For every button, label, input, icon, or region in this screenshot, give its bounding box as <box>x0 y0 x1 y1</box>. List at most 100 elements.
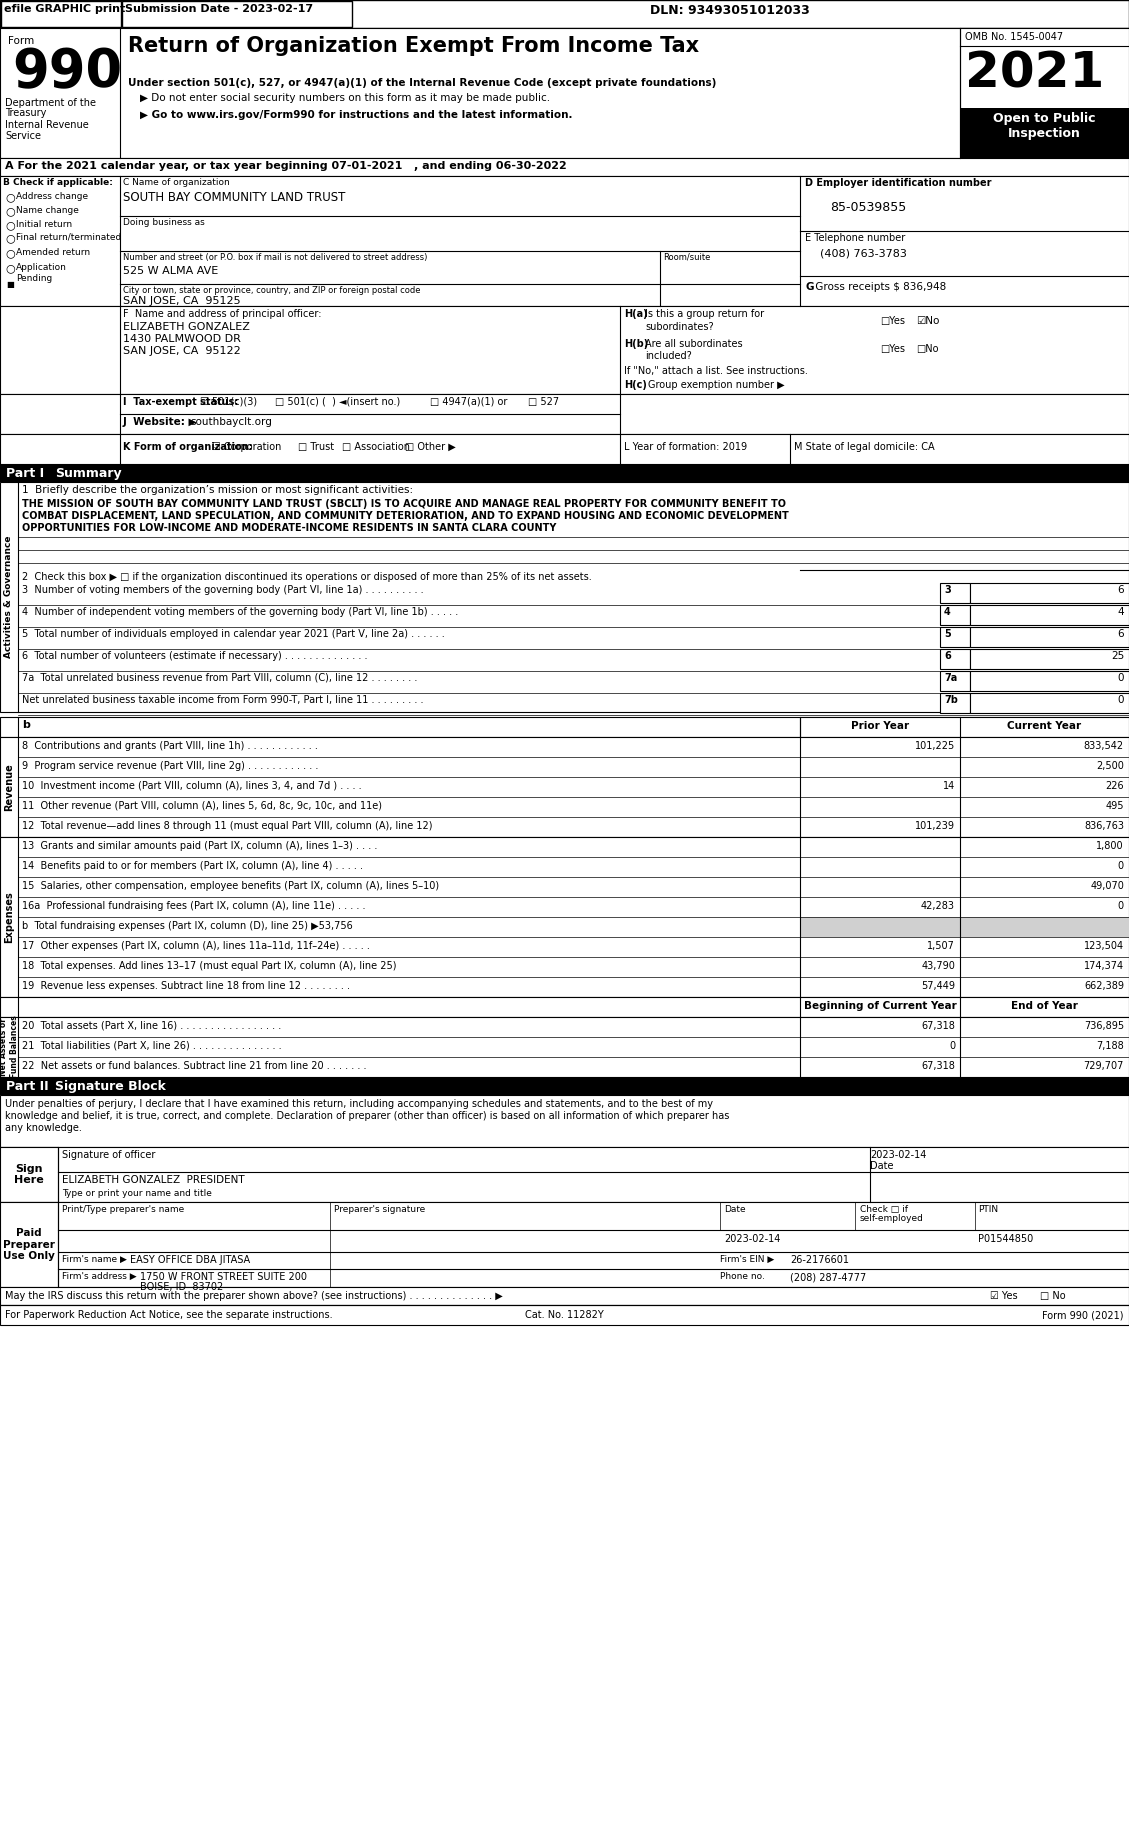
Text: any knowledge.: any knowledge. <box>5 1124 82 1133</box>
Text: Beginning of Current Year: Beginning of Current Year <box>804 1002 956 1011</box>
Text: Activities & Governance: Activities & Governance <box>5 536 14 658</box>
Text: 14: 14 <box>943 782 955 791</box>
Text: 123,504: 123,504 <box>1084 941 1124 952</box>
Bar <box>0 157 1129 176</box>
Text: □ Trust: □ Trust <box>298 442 334 453</box>
Bar <box>940 582 970 602</box>
Bar <box>0 1305 1129 1325</box>
Text: DLN: 93493051012033: DLN: 93493051012033 <box>650 4 809 17</box>
Text: COMBAT DISPLACEMENT, LAND SPECULATION, AND COMMUNITY DETERIORATION, AND TO EXPAN: COMBAT DISPLACEMENT, LAND SPECULATION, A… <box>21 512 789 521</box>
Text: ○: ○ <box>5 262 15 274</box>
Text: Form 990 (2021): Form 990 (2021) <box>1042 1310 1124 1319</box>
Text: 25: 25 <box>1111 650 1124 662</box>
Bar <box>940 693 970 713</box>
Text: 14  Benefits paid to or for members (Part IX, column (A), line 4) . . . . .: 14 Benefits paid to or for members (Part… <box>21 861 364 870</box>
Bar <box>970 649 1129 669</box>
Text: Check □ if: Check □ if <box>860 1205 908 1214</box>
Text: 6  Total number of volunteers (estimate if necessary) . . . . . . . . . . . . . : 6 Total number of volunteers (estimate i… <box>21 650 368 662</box>
Text: Current Year: Current Year <box>1007 721 1082 732</box>
Text: □ No: □ No <box>1040 1292 1066 1301</box>
Bar <box>0 176 1129 307</box>
Bar <box>0 1016 1129 1077</box>
Bar <box>940 604 970 625</box>
Text: Under penalties of perjury, I declare that I have examined this return, includin: Under penalties of perjury, I declare th… <box>5 1100 714 1109</box>
Text: May the IRS discuss this return with the preparer shown above? (see instructions: May the IRS discuss this return with the… <box>5 1292 502 1301</box>
Text: 5  Total number of individuals employed in calendar year 2021 (Part V, line 2a) : 5 Total number of individuals employed i… <box>21 628 445 639</box>
Text: Part I: Part I <box>6 468 44 480</box>
Text: D Employer identification number: D Employer identification number <box>805 177 991 188</box>
Text: 67,318: 67,318 <box>921 1061 955 1072</box>
Text: I  Tax-exempt status:: I Tax-exempt status: <box>123 397 238 407</box>
Text: Firm's name ▶: Firm's name ▶ <box>62 1255 126 1264</box>
Text: OPPORTUNITIES FOR LOW-INCOME AND MODERATE-INCOME RESIDENTS IN SANTA CLARA COUNTY: OPPORTUNITIES FOR LOW-INCOME AND MODERAT… <box>21 523 557 532</box>
Text: Form: Form <box>8 35 34 46</box>
Text: 736,895: 736,895 <box>1084 1020 1124 1031</box>
Text: THE MISSION OF SOUTH BAY COMMUNITY LAND TRUST (SBCLT) IS TO ACQUIRE AND MANAGE R: THE MISSION OF SOUTH BAY COMMUNITY LAND … <box>21 499 786 508</box>
Text: E Telephone number: E Telephone number <box>805 233 905 242</box>
Text: SAN JOSE, CA  95122: SAN JOSE, CA 95122 <box>123 346 240 357</box>
Bar <box>800 917 1129 937</box>
Text: □ 527: □ 527 <box>528 397 559 407</box>
Text: 42,283: 42,283 <box>921 902 955 911</box>
Text: Firm's address ▶: Firm's address ▶ <box>62 1271 137 1281</box>
Text: OMB No. 1545-0047: OMB No. 1545-0047 <box>965 31 1064 43</box>
Text: 49,070: 49,070 <box>1091 881 1124 891</box>
Text: Type or print your name and title: Type or print your name and title <box>62 1188 212 1198</box>
Text: 10  Investment income (Part VIII, column (A), lines 3, 4, and 7d ) . . . .: 10 Investment income (Part VIII, column … <box>21 782 361 791</box>
Bar <box>970 626 1129 647</box>
Text: 174,374: 174,374 <box>1084 961 1124 970</box>
Text: 19  Revenue less expenses. Subtract line 18 from line 12 . . . . . . . .: 19 Revenue less expenses. Subtract line … <box>21 981 350 991</box>
Text: 836,763: 836,763 <box>1084 821 1124 832</box>
Text: Initial return: Initial return <box>16 220 72 229</box>
Text: b: b <box>21 721 29 730</box>
Text: 1430 PALMWOOD DR: 1430 PALMWOOD DR <box>123 334 240 344</box>
Bar <box>0 1201 58 1286</box>
Text: 85-0539855: 85-0539855 <box>830 201 907 214</box>
Text: C Name of organization: C Name of organization <box>123 177 229 187</box>
Text: Print/Type preparer's name: Print/Type preparer's name <box>62 1205 184 1214</box>
Bar <box>0 0 1129 28</box>
Text: If "No," attach a list. See instructions.: If "No," attach a list. See instructions… <box>624 366 808 375</box>
Text: Service: Service <box>5 131 41 140</box>
Bar <box>0 464 1129 482</box>
Text: 0: 0 <box>1118 695 1124 704</box>
Text: 13  Grants and similar amounts paid (Part IX, column (A), lines 1–3) . . . .: 13 Grants and similar amounts paid (Part… <box>21 841 377 850</box>
Bar <box>0 1286 1129 1305</box>
Text: 4  Number of independent voting members of the governing body (Part VI, line 1b): 4 Number of independent voting members o… <box>21 606 458 617</box>
Text: 7b: 7b <box>944 695 957 704</box>
Text: 9  Program service revenue (Part VIII, line 2g) . . . . . . . . . . . .: 9 Program service revenue (Part VIII, li… <box>21 761 318 771</box>
Text: 226: 226 <box>1105 782 1124 791</box>
Text: 1,507: 1,507 <box>927 941 955 952</box>
Text: ▶ Do not enter social security numbers on this form as it may be made public.: ▶ Do not enter social security numbers o… <box>140 92 550 103</box>
Text: 6: 6 <box>944 650 951 662</box>
Bar <box>0 717 1129 737</box>
Text: Firm's EIN ▶: Firm's EIN ▶ <box>720 1255 774 1264</box>
Text: H(b): H(b) <box>624 338 648 349</box>
Bar <box>960 107 1129 157</box>
Text: southbayclt.org: southbayclt.org <box>190 418 272 427</box>
Text: Net unrelated business taxable income from Form 990-T, Part I, line 11 . . . . .: Net unrelated business taxable income fr… <box>21 695 423 704</box>
Text: ☑ Yes: ☑ Yes <box>990 1292 1017 1301</box>
Bar <box>0 482 1129 711</box>
Text: Amended return: Amended return <box>16 248 90 257</box>
Text: 2023-02-14: 2023-02-14 <box>870 1149 927 1161</box>
Text: SOUTH BAY COMMUNITY LAND TRUST: SOUTH BAY COMMUNITY LAND TRUST <box>123 190 345 203</box>
Text: End of Year: End of Year <box>1012 1002 1078 1011</box>
Text: 15  Salaries, other compensation, employee benefits (Part IX, column (A), lines : 15 Salaries, other compensation, employe… <box>21 881 439 891</box>
Text: ☑ 501(c)(3): ☑ 501(c)(3) <box>200 397 257 407</box>
Bar <box>940 626 970 647</box>
Text: included?: included? <box>645 351 692 360</box>
Text: Phone no.: Phone no. <box>720 1271 764 1281</box>
Text: Treasury: Treasury <box>5 107 46 118</box>
Text: Name change: Name change <box>16 205 79 214</box>
Text: Summary: Summary <box>55 468 122 480</box>
Text: efile GRAPHIC print: efile GRAPHIC print <box>5 4 125 15</box>
Text: H(a): H(a) <box>624 309 648 320</box>
Text: 43,790: 43,790 <box>921 961 955 970</box>
Text: 21  Total liabilities (Part X, line 26) . . . . . . . . . . . . . . .: 21 Total liabilities (Part X, line 26) .… <box>21 1040 281 1052</box>
Text: ○: ○ <box>5 220 15 229</box>
Text: 2021: 2021 <box>965 50 1104 98</box>
Text: 11  Other revenue (Part VIII, column (A), lines 5, 6d, 8c, 9c, 10c, and 11e): 11 Other revenue (Part VIII, column (A),… <box>21 800 382 811</box>
Text: M State of legal domicile: CA: M State of legal domicile: CA <box>794 442 935 453</box>
Text: Net Assets or
Fund Balances: Net Assets or Fund Balances <box>0 1016 19 1079</box>
